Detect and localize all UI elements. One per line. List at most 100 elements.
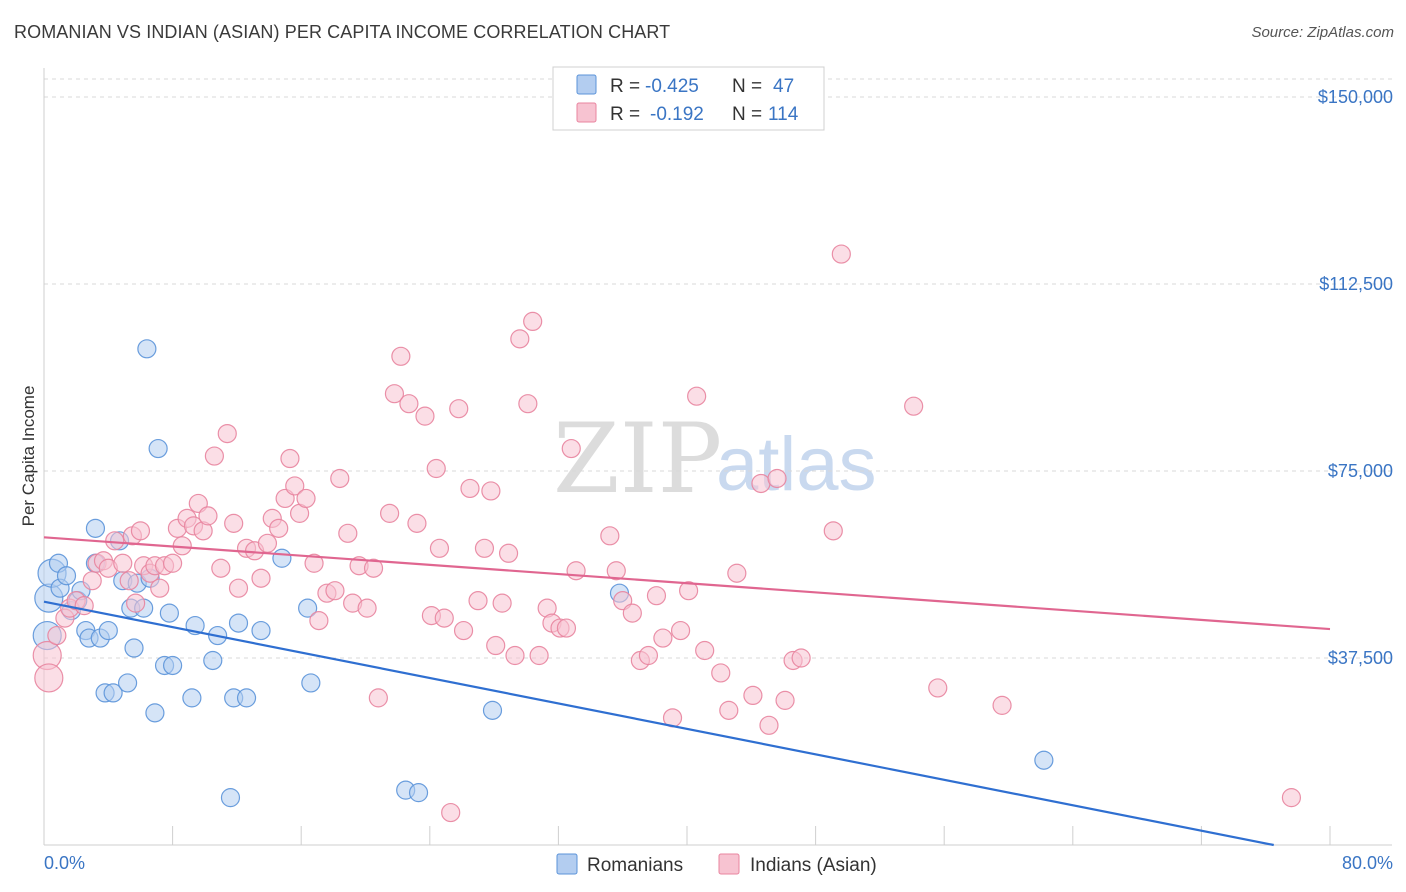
point-indians-12 — [113, 553, 133, 573]
legend-box — [552, 66, 825, 131]
point-indians-105 — [751, 473, 771, 494]
chart-source: Source: ZipAtlas.com — [1251, 24, 1394, 41]
point-indians-108 — [775, 690, 795, 710]
point-indians-78 — [510, 329, 530, 349]
point-indians-30 — [204, 446, 224, 466]
point-indians-77 — [505, 645, 525, 666]
point-indians-31 — [211, 558, 231, 578]
point-romanians-24 — [137, 339, 157, 359]
point-romanians-42 — [301, 673, 321, 693]
point-indians-86 — [561, 438, 581, 459]
point-indians-49 — [325, 581, 345, 601]
point-indians-88 — [600, 526, 620, 546]
point-indians-89 — [606, 561, 626, 581]
point-indians-97 — [670, 620, 691, 641]
point-indians-70 — [460, 478, 480, 499]
series-legend-label-indians: Indians (Asian) — [750, 855, 877, 876]
legend-n-value-romanians: 47 — [773, 76, 794, 97]
point-indians-46 — [304, 553, 324, 573]
point-indians-68 — [449, 399, 469, 419]
point-indians-62 — [415, 406, 435, 426]
point-romanians-44 — [408, 783, 429, 803]
point-indians-99 — [687, 386, 707, 406]
point-indians-20 — [150, 578, 170, 598]
y-axis-label: Per Capita Income — [19, 386, 38, 527]
trend-lines — [43, 536, 1331, 847]
legend-r-value-romanians: -0.425 — [645, 76, 699, 97]
legend-r-label-romanians: R = — [610, 76, 640, 97]
point-romanians-27 — [148, 438, 168, 459]
series-legend-swatch-indians — [718, 853, 740, 875]
point-indians-79 — [518, 394, 538, 414]
point-indians-45 — [296, 488, 316, 509]
series-legend-swatch-romanians — [556, 853, 578, 875]
point-indians-75 — [492, 593, 512, 613]
point-romanians-5 — [56, 566, 77, 586]
point-romanians-35 — [220, 788, 241, 808]
y-tick-labels: $37,500 $75,000 $112,500 $150,000 — [1318, 87, 1393, 668]
point-romanians-38 — [236, 688, 257, 708]
trend-line-romanians — [43, 600, 1274, 847]
grid-lines — [44, 78, 1392, 659]
point-indians-102 — [719, 700, 739, 720]
point-indians-60 — [399, 394, 419, 414]
point-indians-113 — [904, 396, 924, 416]
point-indians-57 — [380, 503, 400, 523]
point-indians-116 — [1281, 788, 1302, 808]
point-indians-15 — [126, 593, 146, 613]
point-indians-91 — [622, 603, 642, 623]
point-indians-37 — [251, 568, 271, 588]
point-romanians-37 — [228, 613, 249, 633]
point-indians-67 — [441, 802, 461, 823]
point-indians-61 — [407, 513, 427, 533]
point-romanians-29 — [159, 603, 179, 623]
legend-swatch-indians — [576, 102, 597, 123]
point-indians-76 — [498, 543, 519, 563]
point-indians-93 — [638, 645, 659, 666]
point-romanians-21 — [124, 638, 144, 658]
data-points — [32, 244, 1302, 823]
point-indians-47 — [309, 610, 329, 631]
watermark-zip: ZIP — [553, 403, 722, 515]
point-indians-50 — [330, 468, 350, 489]
point-romanians-16 — [103, 683, 123, 703]
point-indians-71 — [468, 591, 488, 611]
point-indians-2 — [47, 625, 67, 646]
point-indians-66 — [434, 608, 454, 628]
point-romanians-33 — [203, 650, 223, 671]
point-indians-1 — [34, 663, 64, 693]
x-tick-labels: 0.0% 80.0% — [44, 853, 1393, 873]
point-indians-13 — [119, 571, 139, 591]
watermark-atlas: atlas — [716, 422, 877, 507]
correlation-legend: R = -0.425 N = 47 R = -0.192 N = 114 — [552, 66, 825, 131]
point-indians-64 — [426, 458, 446, 479]
trend-line-indians — [43, 536, 1331, 631]
point-indians-7 — [82, 571, 102, 591]
point-indians-110 — [791, 648, 811, 668]
y-tick-label-1: $75,000 — [1328, 461, 1393, 481]
y-tick-label-0: $37,500 — [1328, 648, 1393, 668]
point-indians-107 — [767, 468, 787, 489]
point-indians-58 — [384, 384, 405, 404]
point-indians-94 — [646, 586, 667, 606]
point-romanians-15 — [98, 620, 118, 641]
point-romanians-45 — [482, 700, 503, 720]
point-indians-95 — [653, 628, 673, 648]
point-indians-54 — [357, 598, 377, 618]
point-romanians-26 — [145, 703, 165, 723]
point-indians-81 — [529, 645, 549, 666]
point-indians-42 — [280, 448, 300, 469]
point-romanians-47 — [1034, 750, 1054, 770]
point-indians-74 — [486, 635, 506, 656]
point-indians-16 — [130, 521, 151, 541]
legend-r-value-indians: -0.192 — [650, 104, 704, 125]
point-romanians-40 — [272, 548, 292, 568]
point-indians-69 — [453, 620, 474, 641]
point-indians-103 — [727, 563, 747, 583]
point-indians-22 — [163, 553, 183, 573]
legend-n-label-romanians: N = — [732, 76, 762, 97]
point-indians-55 — [363, 558, 384, 578]
point-indians-106 — [759, 715, 779, 735]
point-indians-43 — [285, 476, 305, 496]
